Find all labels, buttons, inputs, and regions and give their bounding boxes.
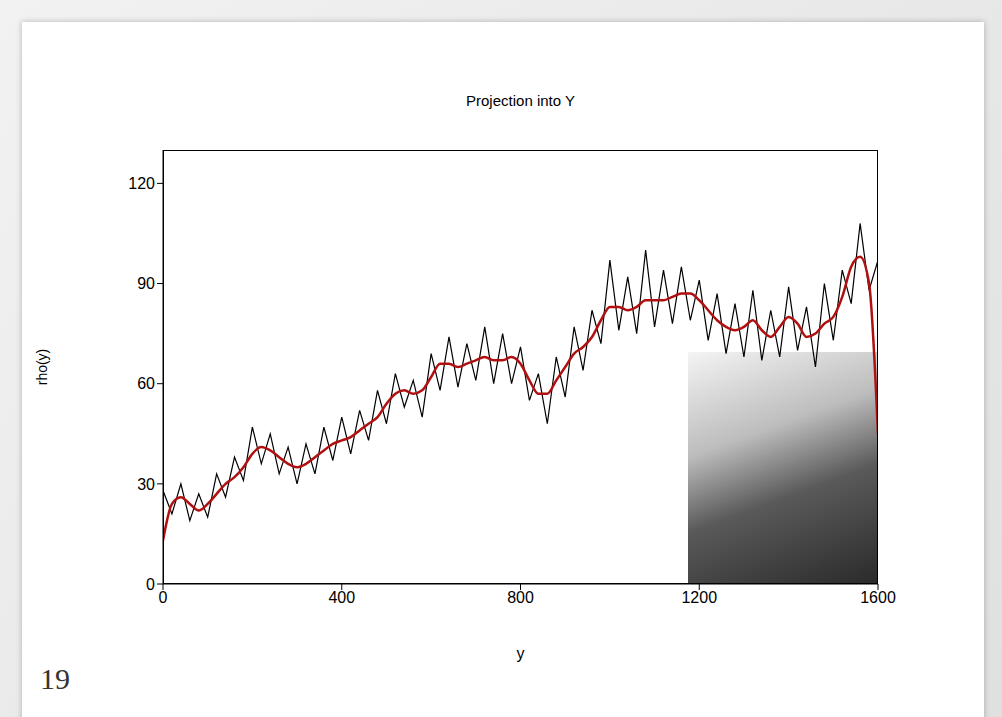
svg-text:800: 800 [507, 589, 534, 606]
html-text:rho(y): rho(y) [34, 348, 50, 386]
svg-text:30: 30 [137, 476, 155, 493]
html-text:Projection into Y: Projection into Y [466, 92, 575, 109]
svg-text:120: 120 [128, 175, 155, 192]
html-text:19: 19 [40, 662, 70, 695]
svg-text:60: 60 [137, 375, 155, 392]
svg-text:400: 400 [328, 589, 355, 606]
svg-text:1600: 1600 [860, 589, 896, 606]
svg-text:1200: 1200 [681, 589, 717, 606]
svg-text:0: 0 [159, 589, 168, 606]
html-text:y: y [516, 645, 525, 662]
svg-text:0: 0 [146, 576, 155, 593]
svg-text:90: 90 [137, 275, 155, 292]
